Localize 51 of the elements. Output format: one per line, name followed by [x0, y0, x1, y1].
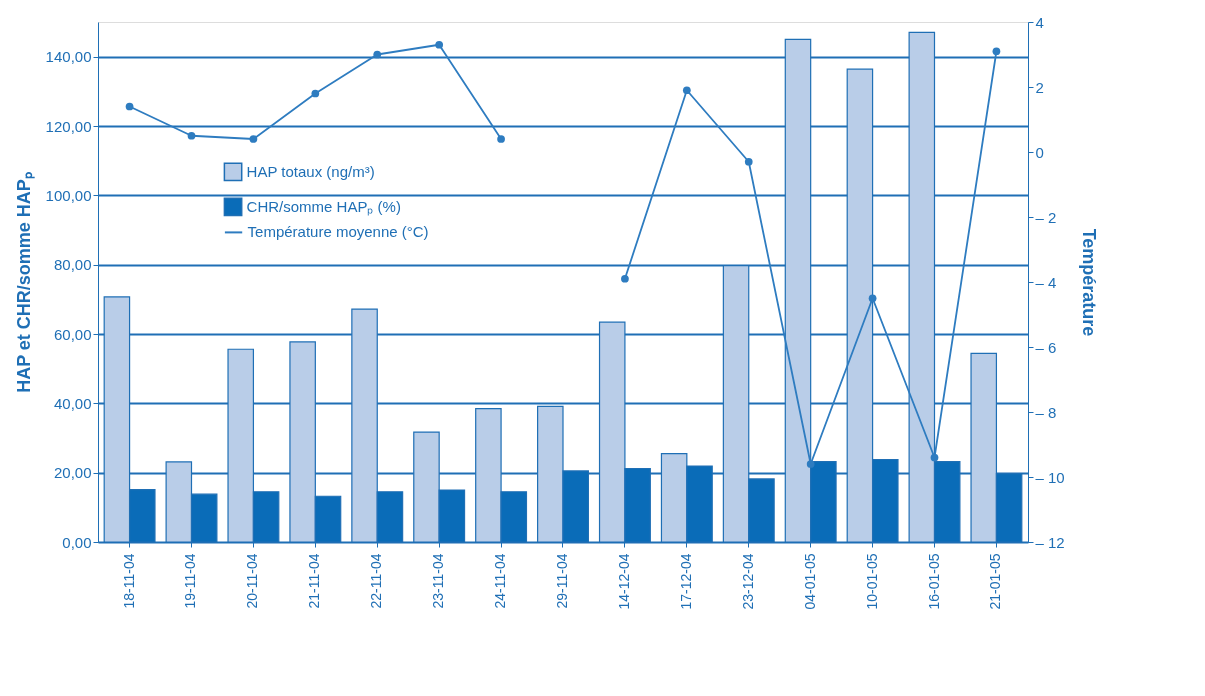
- x-tick-label: 23-11-04: [430, 553, 447, 609]
- y2-tick-label: – 6: [1035, 338, 1057, 356]
- y2-tick-label: – 2: [1035, 208, 1057, 226]
- y-tick-label: 0,00: [62, 533, 92, 551]
- y-tick-label: 40,00: [53, 394, 92, 412]
- x-tick-label: 14-12-04: [615, 553, 632, 610]
- point: [249, 135, 258, 143]
- x-tick-label: 18-11-04: [120, 553, 137, 609]
- y2-tick-label: – 4: [1035, 273, 1057, 291]
- point: [806, 460, 815, 468]
- x-tick-label: 21-11-04: [306, 553, 323, 609]
- point: [992, 47, 1001, 56]
- legend-label: Température moyenne (°C): [247, 223, 429, 241]
- x-tick-label: 17-12-04: [677, 553, 694, 610]
- y2-tick-label: – 12: [1035, 533, 1065, 551]
- x-tick-label: 22-11-04: [368, 553, 385, 609]
- y-tick-label: 80,00: [53, 256, 92, 274]
- point: [373, 50, 382, 59]
- legend-label: HAP totaux (ng/m³): [246, 162, 375, 180]
- x-tick-label: 10-01-05: [863, 553, 880, 610]
- x-tick-label: 04-01-05: [801, 553, 818, 610]
- y-tick-label: 140,00: [45, 48, 92, 66]
- y2-tick-label: 0: [1035, 143, 1044, 161]
- point: [125, 102, 134, 111]
- point: [621, 274, 629, 283]
- x-tick-label: 29-11-04: [554, 553, 570, 609]
- point: [497, 135, 505, 143]
- point: [682, 86, 691, 95]
- x-tick-label: 20-11-04: [244, 553, 261, 609]
- y2-tick-label: 4: [1035, 13, 1044, 31]
- y-tick-label: 100,00: [45, 186, 92, 204]
- y2-axis-title: Température: [1078, 228, 1099, 337]
- point: [435, 40, 444, 49]
- y2-tick-label: 2: [1035, 78, 1044, 96]
- point: [187, 131, 196, 140]
- x-tick-label: 23-12-04: [739, 553, 756, 610]
- x-tick-label: 24-11-04: [492, 553, 509, 609]
- point: [311, 89, 320, 98]
- y-tick-label: 60,00: [53, 325, 92, 343]
- y2-tick-label: – 10: [1035, 468, 1065, 486]
- point: [930, 453, 939, 462]
- point: [868, 294, 877, 303]
- x-tick-label: 21-01-05: [987, 553, 1004, 610]
- y2-tick-label: – 8: [1035, 403, 1057, 421]
- y-axis-title: HAP et CHR/somme HAPₚ: [13, 172, 35, 393]
- point: [744, 157, 753, 166]
- legend-label: CHR/somme HAPₚ (%): [246, 197, 401, 216]
- y-tick-label: 20,00: [53, 464, 92, 482]
- x-tick-label: 19-11-04: [182, 553, 199, 609]
- x-tick-label: 16-01-05: [925, 553, 942, 610]
- y-tick-label: 120,00: [45, 117, 92, 135]
